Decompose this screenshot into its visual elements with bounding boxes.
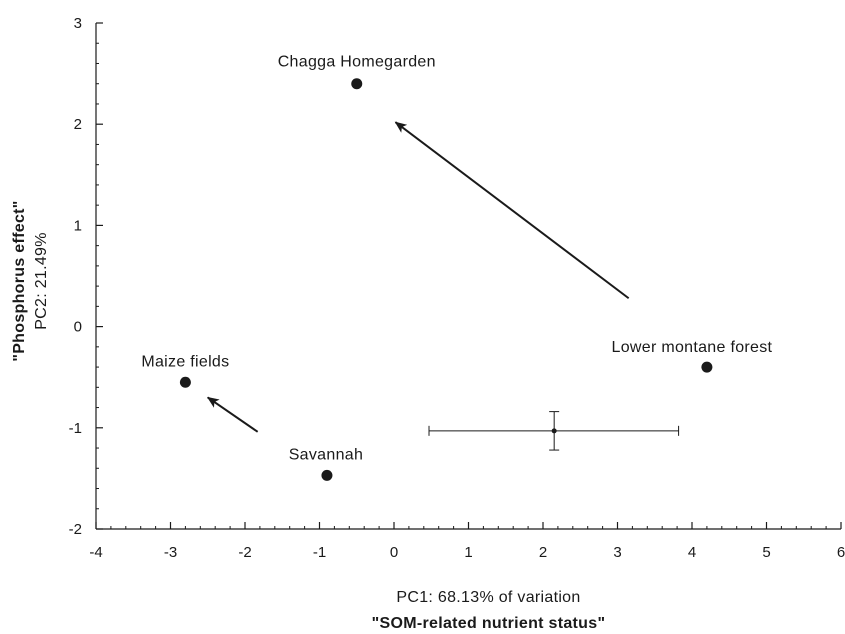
y-tick-label: -2: [69, 521, 82, 538]
x-tick-label: 1: [464, 544, 472, 561]
y-tick-label: 2: [74, 116, 82, 133]
x-tick-label: -1: [313, 544, 326, 561]
data-point: [351, 78, 363, 90]
x-axis-title: PC1: 68.13% of variation: [396, 589, 580, 606]
data-point: [179, 376, 191, 388]
data-point: [321, 469, 333, 481]
x-axis-subtitle: "SOM-related nutrient status": [372, 615, 606, 632]
x-tick-label: 4: [688, 544, 696, 561]
y-tick-label: -1: [69, 420, 82, 437]
x-tick-label: -3: [164, 544, 177, 561]
data-point-label: Lower montane forest: [612, 339, 773, 356]
data-point: [701, 361, 713, 373]
y-tick-label: 0: [74, 319, 82, 336]
data-point-label: Chagga Homegarden: [278, 54, 436, 71]
y-tick-label: 3: [74, 15, 82, 32]
x-tick-label: 5: [762, 544, 770, 561]
x-tick-label: -2: [238, 544, 251, 561]
y-tick-label: 1: [74, 217, 82, 234]
axes: -4 -3 -2 -1 0 1 2 3 4 5 6 -2 -1 0 1 2 3: [69, 15, 845, 561]
data-point-label: Maize fields: [141, 353, 229, 370]
data-marks: Chagga Homegarden Lower montane forest Mai…: [141, 54, 772, 481]
trend-arrow: [206, 396, 259, 433]
y-axis-title: PC2: 21.49%: [33, 232, 50, 330]
x-tick-label: -4: [89, 544, 102, 561]
y-axis-subtitle: "Phosphorus effect": [11, 200, 28, 361]
trend-arrow: [394, 121, 630, 300]
x-tick-label: 3: [613, 544, 621, 561]
error-bar-center: [551, 428, 557, 434]
x-tick-label: 0: [390, 544, 398, 561]
x-tick-label: 6: [837, 544, 845, 561]
data-point-label: Savannah: [289, 446, 363, 463]
x-tick-label: 2: [539, 544, 547, 561]
